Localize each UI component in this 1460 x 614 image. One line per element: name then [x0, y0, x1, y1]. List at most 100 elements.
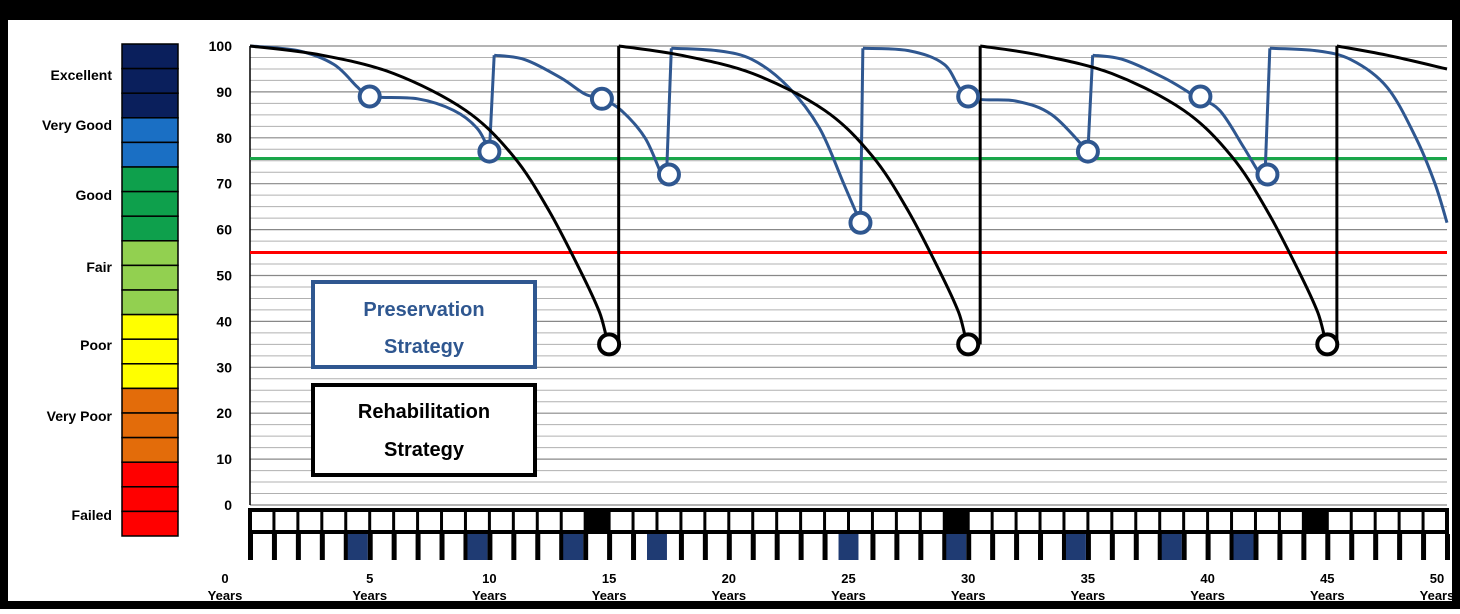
- timeline-bottom-tick: [487, 534, 493, 560]
- x-tick-number: 50: [1430, 571, 1444, 586]
- timeline-bottom-tick: [319, 534, 325, 560]
- scale-cell: [121, 264, 179, 291]
- y-tick-label: 100: [209, 38, 233, 54]
- timeline-bottom-tick: [1133, 534, 1139, 560]
- timeline-bottom-tick: [271, 534, 277, 560]
- rehabilitation-marker: [597, 332, 622, 357]
- scale-cell: [121, 166, 179, 193]
- x-tick-number: 35: [1081, 571, 1095, 586]
- x-tick-unit: Years: [711, 588, 746, 603]
- rehabilitation-line-segment: [618, 44, 981, 349]
- timeline-bottom-tick: [367, 534, 373, 560]
- timeline-rehab-marker: [585, 510, 610, 532]
- timeline-bottom-tick: [391, 534, 397, 560]
- timeline-strip: [248, 508, 1450, 560]
- timeline-preservation-marker: [1065, 534, 1086, 560]
- x-tick-unit: Years: [208, 588, 243, 603]
- timeline-bottom-tick: [678, 534, 684, 560]
- timeline-bottom-tick: [1277, 534, 1283, 560]
- preservation-marker: [589, 86, 614, 111]
- timeline-bottom-tick: [1373, 534, 1379, 560]
- scale-cell: [121, 141, 179, 168]
- y-tick-label: 90: [216, 84, 232, 100]
- y-tick-label: 30: [216, 359, 232, 375]
- x-tick-unit: Years: [1190, 588, 1225, 603]
- x-tick-unit: Years: [472, 588, 507, 603]
- preservation-marker: [357, 84, 382, 109]
- y-tick-label: 10: [216, 451, 232, 467]
- y-tick-label: 70: [216, 176, 232, 192]
- legend-preservation-box: [311, 280, 537, 369]
- rehabilitation-line-segment: [1336, 44, 1448, 71]
- x-tick-unit: Years: [1071, 588, 1106, 603]
- scale-cell: [121, 67, 179, 94]
- preservation-jump-line: [665, 48, 673, 175]
- timeline-bottom-tick: [1445, 534, 1450, 560]
- timeline-bottom-tick: [822, 534, 828, 560]
- y-tick-label: 0: [224, 497, 232, 513]
- scale-cell: [121, 289, 179, 316]
- scale-cell: [121, 313, 179, 340]
- rehabilitation-line-segment: [979, 44, 1338, 349]
- legend-preservation-line1: Preservation: [363, 299, 484, 321]
- timeline-preservation-marker: [467, 534, 488, 560]
- x-tick-number: 40: [1200, 571, 1214, 586]
- x-tick-number: 20: [722, 571, 736, 586]
- timeline-bottom-tick: [343, 534, 349, 560]
- legend-rehabilitation: Rehabilitation Strategy: [311, 383, 537, 477]
- timeline-bottom-tick: [1349, 534, 1355, 560]
- top-bar: [0, 0, 1460, 20]
- timeline-bottom-tick: [1014, 534, 1020, 560]
- threshold-lines: [250, 156, 1447, 255]
- timeline-bottom-tick: [966, 534, 972, 560]
- timeline-bottom-tick: [750, 534, 756, 560]
- timeline-rehab-marker: [1303, 510, 1328, 532]
- y-tick-label: 40: [216, 313, 232, 329]
- timeline-preservation-marker: [347, 534, 368, 560]
- scale-label: Poor: [80, 337, 112, 353]
- timeline-bottom-tick: [1038, 534, 1044, 560]
- rehabilitation-marker: [956, 332, 981, 357]
- condition-scale: [121, 43, 179, 537]
- preservation-jump-line: [1086, 55, 1095, 152]
- legend-rehabilitation-line2: Strategy: [384, 439, 465, 461]
- timeline-bottom-tick: [1157, 534, 1163, 560]
- scale-label: Very Good: [42, 117, 112, 133]
- preservation-marker: [1255, 162, 1280, 187]
- timeline-preservation-marker: [838, 534, 859, 560]
- scale-label: Failed: [72, 507, 112, 523]
- x-tick-unit: Years: [951, 588, 986, 603]
- scale-label: Excellent: [51, 67, 113, 83]
- scale-cell: [121, 436, 179, 463]
- timeline-bottom-tick: [942, 534, 948, 560]
- preservation-marker: [956, 84, 981, 109]
- preservation-marker: [656, 162, 681, 187]
- y-tick-label: 20: [216, 405, 232, 421]
- scale-cell: [121, 387, 179, 414]
- legend-preservation-line2: Strategy: [384, 336, 465, 358]
- timeline-bottom-tick: [702, 534, 708, 560]
- preservation-line-segment: [1269, 46, 1449, 224]
- condition-scale-labels: Excellent Very Good Good Fair Poor Very Poor F…: [42, 67, 113, 523]
- preservation-line-segment: [671, 46, 862, 224]
- timeline-bottom-tick: [415, 534, 421, 560]
- timeline-preservation-marker: [946, 534, 967, 560]
- timeline-bottom-tick: [1253, 534, 1259, 560]
- scale-cell: [121, 215, 179, 242]
- scale-cell: [121, 240, 179, 267]
- timeline-bottom-tick: [607, 534, 613, 560]
- x-tick-unit: Years: [1310, 588, 1345, 603]
- scale-label: Very Poor: [47, 408, 113, 424]
- x-tick-number: 45: [1320, 571, 1334, 586]
- preservation-jump-line: [1263, 48, 1272, 175]
- timeline-bottom-tick: [631, 534, 637, 560]
- timeline-bottom-tick: [1325, 534, 1331, 560]
- x-tick-unit: Years: [592, 588, 627, 603]
- timeline-preservation-marker: [1161, 534, 1182, 560]
- timeline-bottom-tick: [1397, 534, 1403, 560]
- scale-cell: [121, 412, 179, 439]
- timeline-preservation-marker: [563, 534, 584, 560]
- scale-label: Fair: [86, 259, 112, 275]
- legend-preservation: Preservation Strategy: [311, 280, 537, 369]
